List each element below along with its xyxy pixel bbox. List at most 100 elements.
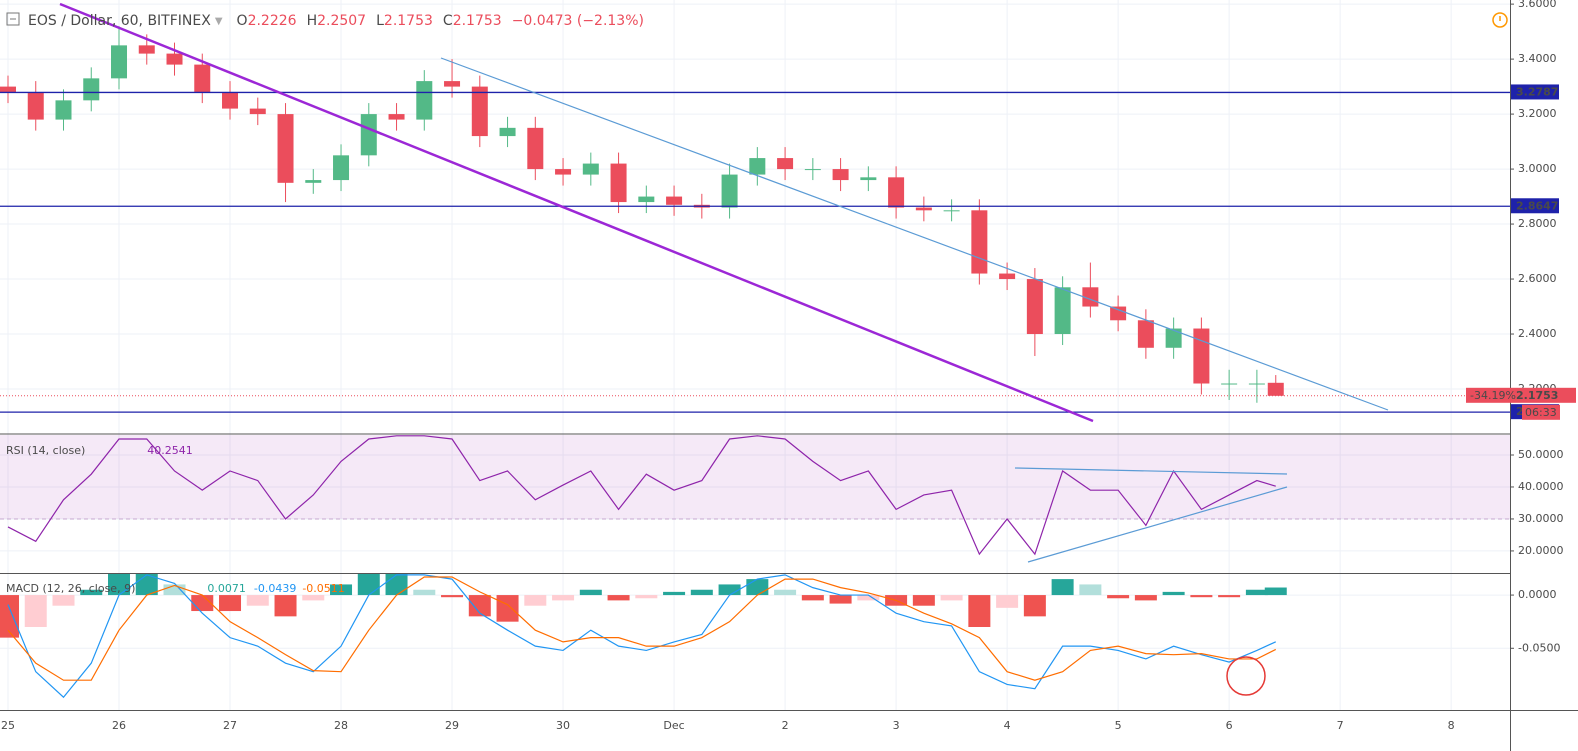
- ohlc-value: 2.1753: [453, 13, 502, 29]
- candle-body: [832, 169, 849, 181]
- histogram-bar: [774, 589, 797, 596]
- chart-header: EOS / Dollar, 60, BITFINEX ▼ O2.2226 H2.250…: [28, 13, 644, 29]
- histogram-bar: [385, 574, 408, 596]
- candle-body: [527, 127, 544, 170]
- x-tick-label: 4: [1004, 719, 1011, 732]
- ohlc-label: C: [443, 13, 453, 29]
- histogram-bar: [857, 595, 880, 601]
- histogram-bar: [246, 595, 269, 606]
- candle-body: [1221, 383, 1238, 385]
- x-tick-label: 30: [556, 719, 570, 732]
- x-tick-label: 3: [893, 719, 900, 732]
- candle-body: [555, 169, 572, 175]
- rsi-line: [7, 435, 1276, 556]
- current-price-label: 2.1753: [1516, 389, 1558, 402]
- candle-body: [333, 155, 350, 181]
- ohlc-value: 2.2507: [317, 13, 366, 29]
- y-tick-label: 50.0000: [1518, 448, 1564, 461]
- histogram-bar: [1218, 595, 1241, 598]
- candle-body: [222, 92, 239, 109]
- histogram-bar: [274, 595, 297, 617]
- signal-line: [7, 576, 1277, 681]
- candle-body: [721, 174, 738, 208]
- collapse-icon[interactable]: [6, 12, 20, 26]
- histogram-bar: [968, 595, 991, 627]
- histogram-bar: [579, 589, 602, 596]
- price-level-tag: [1511, 84, 1559, 100]
- x-tick-label: 29: [445, 719, 459, 732]
- rsi-value: 40.2541: [147, 444, 193, 457]
- histogram-bar: [801, 595, 824, 601]
- candle-body: [1248, 383, 1265, 385]
- candle-body: [749, 158, 766, 175]
- y-tick-label: 2.8000: [1518, 217, 1557, 230]
- rsi-pane: [7, 435, 1276, 556]
- candle-body: [1082, 287, 1099, 307]
- histogram-bar: [524, 595, 547, 606]
- ohlc-label: H: [307, 13, 318, 29]
- candle-body: [249, 108, 266, 115]
- candle-body: [1137, 320, 1154, 348]
- candle-body: [27, 92, 44, 120]
- rsi-band-layer: [0, 435, 1510, 520]
- price-pane: [0, 26, 1510, 413]
- histogram-bar: [829, 595, 852, 604]
- y-tick-label: 30.0000: [1518, 512, 1564, 525]
- rsi-header: RSI (14, close) 40.2541: [6, 444, 193, 457]
- candle-body: [277, 114, 294, 183]
- histogram-bar: [52, 595, 75, 606]
- macd-header: MACD (12, 26, close, 9) 0.0071 -0.0439 -0.0…: [6, 582, 345, 595]
- axes: 25 26 27 28 29 30 Dec 2 3 4 5 6 7 8 3.6000 3.4000 3.2000…: [1, 0, 1576, 732]
- candle-body: [888, 177, 905, 208]
- y-tick-label: 2.4000: [1518, 327, 1557, 340]
- x-tick-label: 2: [782, 719, 789, 732]
- signal-value: -0.0511: [302, 582, 344, 595]
- y-tick-label: 0.0000: [1518, 588, 1557, 601]
- ohlc-value: 2.2226: [248, 13, 297, 29]
- x-tick-label: 5: [1115, 719, 1122, 732]
- histogram-bar: [1162, 591, 1185, 596]
- histogram-bar: [357, 574, 380, 596]
- histogram-bar: [1079, 584, 1102, 596]
- macd-pane: [0, 574, 1287, 699]
- candle-body: [388, 114, 405, 120]
- candle-body: [305, 180, 322, 183]
- histogram-bar: [1051, 579, 1074, 596]
- candle-body: [138, 45, 155, 54]
- macd-title: MACD (12, 26, close, 9): [6, 582, 135, 595]
- candle-body: [111, 45, 128, 79]
- trend-line: [440, 57, 1389, 411]
- y-tick-label: 20.0000: [1518, 544, 1564, 557]
- histogram-bar: [690, 589, 713, 596]
- x-tick-label: 25: [1, 719, 15, 732]
- x-tick-label: 27: [223, 719, 237, 732]
- histogram-bar: [0, 595, 19, 638]
- x-tick-label: Dec: [663, 719, 684, 732]
- candle-body: [83, 78, 100, 101]
- candle-body: [943, 210, 960, 212]
- histogram-bar: [1190, 595, 1213, 598]
- histogram-bar: [635, 595, 658, 599]
- rsi-title: RSI (14, close): [6, 444, 85, 457]
- candle-body: [471, 86, 488, 137]
- candle-body: [971, 210, 988, 274]
- x-tick-label: 6: [1226, 719, 1233, 732]
- rsi-trend-line: [1027, 486, 1288, 563]
- hist-value: 0.0071: [207, 582, 246, 595]
- candle-body: [1193, 328, 1210, 384]
- candle-body: [55, 100, 72, 120]
- candle-body: [1054, 287, 1071, 335]
- y-tick-label: 2.6000: [1518, 272, 1557, 285]
- change: −0.0473 (−2.13%): [512, 13, 644, 29]
- alert-icon[interactable]: [1492, 12, 1508, 28]
- candle-body: [582, 163, 599, 175]
- histogram-bar: [552, 595, 575, 601]
- candle-body: [0, 86, 16, 93]
- y-tick-label: 40.0000: [1518, 480, 1564, 493]
- rsi-band: [0, 435, 1510, 519]
- candle-body: [1026, 279, 1043, 335]
- symbol-title: EOS / Dollar, 60, BITFINEX: [28, 13, 211, 29]
- countdown-label: 06:33: [1525, 406, 1557, 419]
- histogram-bar: [663, 591, 686, 596]
- macd-value: -0.0439: [254, 582, 296, 595]
